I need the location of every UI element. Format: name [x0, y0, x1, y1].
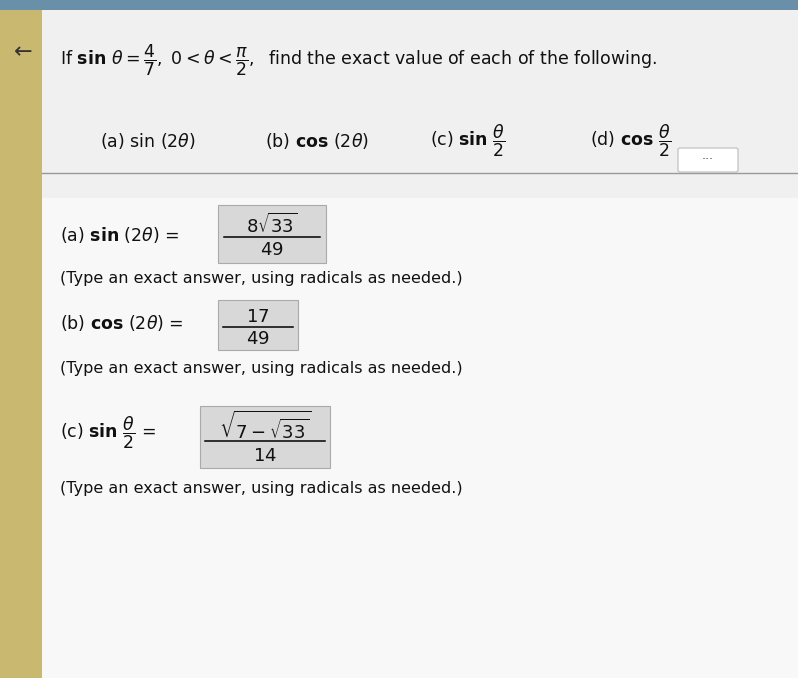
Text: $\sqrt{7 - \sqrt{33}}$: $\sqrt{7 - \sqrt{33}}$	[219, 410, 311, 443]
Text: (b) $\mathbf{cos}$ (2$\theta$) =: (b) $\mathbf{cos}$ (2$\theta$) =	[60, 313, 184, 333]
Text: (c) $\mathbf{sin}\ \dfrac{\theta}{2}$: (c) $\mathbf{sin}\ \dfrac{\theta}{2}$	[430, 123, 506, 159]
Text: $49$: $49$	[260, 241, 284, 259]
Text: ···: ···	[702, 153, 714, 167]
FancyBboxPatch shape	[42, 10, 798, 198]
Text: $17$: $17$	[247, 308, 270, 325]
Text: (Type an exact answer, using radicals as needed.): (Type an exact answer, using radicals as…	[60, 481, 463, 496]
Text: $\leftarrow$: $\leftarrow$	[9, 40, 33, 60]
Text: (c) $\mathbf{sin}\ \dfrac{\theta}{2}$ =: (c) $\mathbf{sin}\ \dfrac{\theta}{2}$ =	[60, 415, 156, 452]
Text: (a) $\mathbf{sin}$ (2$\theta$) =: (a) $\mathbf{sin}$ (2$\theta$) =	[60, 225, 180, 245]
Text: $14$: $14$	[253, 447, 277, 464]
Text: $49$: $49$	[246, 330, 270, 348]
FancyBboxPatch shape	[678, 148, 738, 172]
Text: If $\mathbf{sin}\ \theta = \dfrac{4}{7},\ 0 < \theta < \dfrac{\pi}{2},$  find th: If $\mathbf{sin}\ \theta = \dfrac{4}{7},…	[60, 42, 657, 78]
Text: (Type an exact answer, using radicals as needed.): (Type an exact answer, using radicals as…	[60, 271, 463, 285]
FancyBboxPatch shape	[0, 0, 798, 10]
FancyBboxPatch shape	[200, 406, 330, 468]
Text: $8\sqrt{33}$: $8\sqrt{33}$	[247, 213, 298, 237]
Text: (a) sin (2$\theta$): (a) sin (2$\theta$)	[100, 131, 196, 151]
FancyBboxPatch shape	[0, 10, 42, 678]
Text: (d) $\mathbf{cos}\ \dfrac{\theta}{2}$: (d) $\mathbf{cos}\ \dfrac{\theta}{2}$	[590, 123, 671, 159]
FancyBboxPatch shape	[218, 300, 298, 350]
Text: (Type an exact answer, using radicals as needed.): (Type an exact answer, using radicals as…	[60, 361, 463, 376]
Text: (b) $\mathbf{cos}$ (2$\theta$): (b) $\mathbf{cos}$ (2$\theta$)	[265, 131, 369, 151]
FancyBboxPatch shape	[218, 205, 326, 263]
FancyBboxPatch shape	[42, 10, 798, 678]
